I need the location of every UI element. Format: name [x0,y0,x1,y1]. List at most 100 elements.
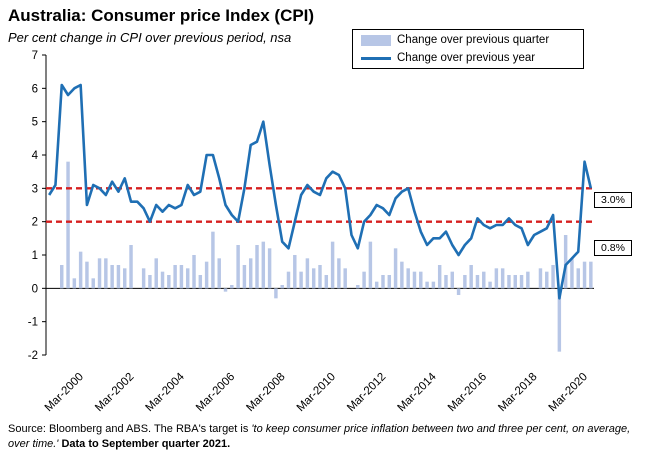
quarter-change-bar [412,271,417,289]
quarter-change-bar [381,275,385,289]
legend-item-quarter: Change over previous quarter [361,32,549,48]
quarter-change-bar [311,268,316,289]
quarter-change-bar [223,288,228,292]
x-tick-label: Mar-2002 [93,371,136,414]
quarter-change-bar [469,265,473,289]
quarter-change-bar [123,268,127,289]
quarter-change-bar [570,258,574,289]
quarter-change-bar [538,268,543,289]
x-tick-label: Mar-2010 [295,371,338,414]
quarter-change-bar [204,261,209,289]
callout-lower: 0.8% [594,240,632,256]
quarter-change-bar [110,265,114,289]
quarter-change-bar [324,275,329,289]
quarter-change-bar [148,275,152,289]
quarter-change-bar [185,268,190,289]
quarter-change-bar [431,281,436,289]
source-prefix: Source: Bloomberg and ABS. The RBA's tar… [8,423,252,435]
source-note: Source: Bloomberg and ABS. The RBA's tar… [8,422,638,452]
quarter-change-bar [582,261,587,289]
quarter-change-bar [406,268,410,289]
source-tail: Data to September quarter 2021. [58,438,231,450]
quarter-change-bar [255,245,259,289]
quarter-change-bar [280,285,284,289]
quarter-change-bar [425,281,429,289]
quarter-change-bar [91,278,95,289]
x-tick-label: Mar-2000 [43,371,86,414]
chart-legend: Change over previous quarter Change over… [352,29,584,69]
quarter-change-bar [343,268,347,289]
legend-swatch-bar [361,34,391,46]
quarter-change-bar [236,245,240,289]
quarter-change-bar [576,268,580,289]
quarter-change-bar [104,258,108,289]
quarter-change-bar [482,271,486,289]
quarter-change-bar [563,235,568,289]
quarter-change-bar [500,268,505,289]
quarter-change-bar [494,268,499,289]
x-tick-label: Mar-2006 [194,371,237,414]
quarter-change-bar [179,265,184,289]
quarter-change-bar [267,248,272,289]
quarter-change-bar [286,271,291,289]
quarter-change-bar [116,265,121,289]
quarter-change-bar [85,261,89,289]
quarter-change-bar [60,265,64,289]
quarter-change-bar [154,258,158,289]
quarter-change-bar [545,271,549,289]
quarter-change-bar [437,265,442,289]
x-tick-label: Mar-2016 [446,371,489,414]
source-quote: 'to keep consumer price inflation betwee… [8,423,631,450]
chart-subtitle: Per cent change in CPI over previous per… [8,30,292,45]
x-tick-label: Mar-2012 [345,371,388,414]
quarter-change-bar [299,271,303,289]
x-tick-label: Mar-2020 [547,371,590,414]
quarter-change-bar [551,265,555,289]
x-tick-label: Mar-2008 [244,371,287,414]
quarter-change-bar [72,278,77,289]
quarter-change-bar [97,258,102,289]
y-tick-label: -2 [28,350,38,362]
x-tick-label: Mar-2018 [496,371,539,414]
quarter-change-bar [230,285,234,289]
y-tick-label: 7 [32,50,38,62]
y-tick-label: 0 [32,283,38,295]
quarter-change-bar [557,288,562,352]
quarter-change-bar [248,258,253,289]
callout-upper: 3.0% [594,192,632,208]
quarter-change-bar [387,275,392,289]
quarter-change-bar [488,281,492,289]
quarter-change-bar [192,255,196,289]
quarter-change-bar [513,275,517,289]
quarter-change-bar [198,275,203,289]
x-tick-label: Mar-2014 [396,370,440,414]
quarter-change-bar [589,261,593,289]
quarter-change-bar [362,271,366,289]
quarter-change-bar [78,251,83,289]
quarter-change-bar [242,265,247,289]
legend-swatch-line [361,56,391,60]
quarter-change-bar [337,258,341,289]
y-tick-label: 2 [32,217,38,229]
quarter-change-bar [141,268,146,289]
quarter-change-bar [444,275,448,289]
quarter-change-bar [419,271,423,289]
x-tick-label: Mar-2004 [144,370,188,414]
quarter-change-bar [66,161,70,289]
quarter-change-bar [393,248,398,289]
legend-label-quarter: Change over previous quarter [397,34,550,46]
quarter-change-bar [305,258,310,289]
quarter-change-bar [400,261,404,289]
quarter-change-bar [330,241,335,289]
quarter-change-bar [293,255,297,289]
y-tick-label: 1 [32,250,38,262]
quarter-change-bar [519,275,524,289]
y-tick-label: 5 [32,117,38,129]
y-tick-label: 6 [32,83,38,95]
quarter-change-bar [274,288,278,299]
y-tick-label: 3 [32,183,38,195]
quarter-change-bar [507,275,511,289]
chart-title: Australia: Consumer price Index (CPI) [8,6,315,25]
quarter-change-bar [356,285,360,289]
